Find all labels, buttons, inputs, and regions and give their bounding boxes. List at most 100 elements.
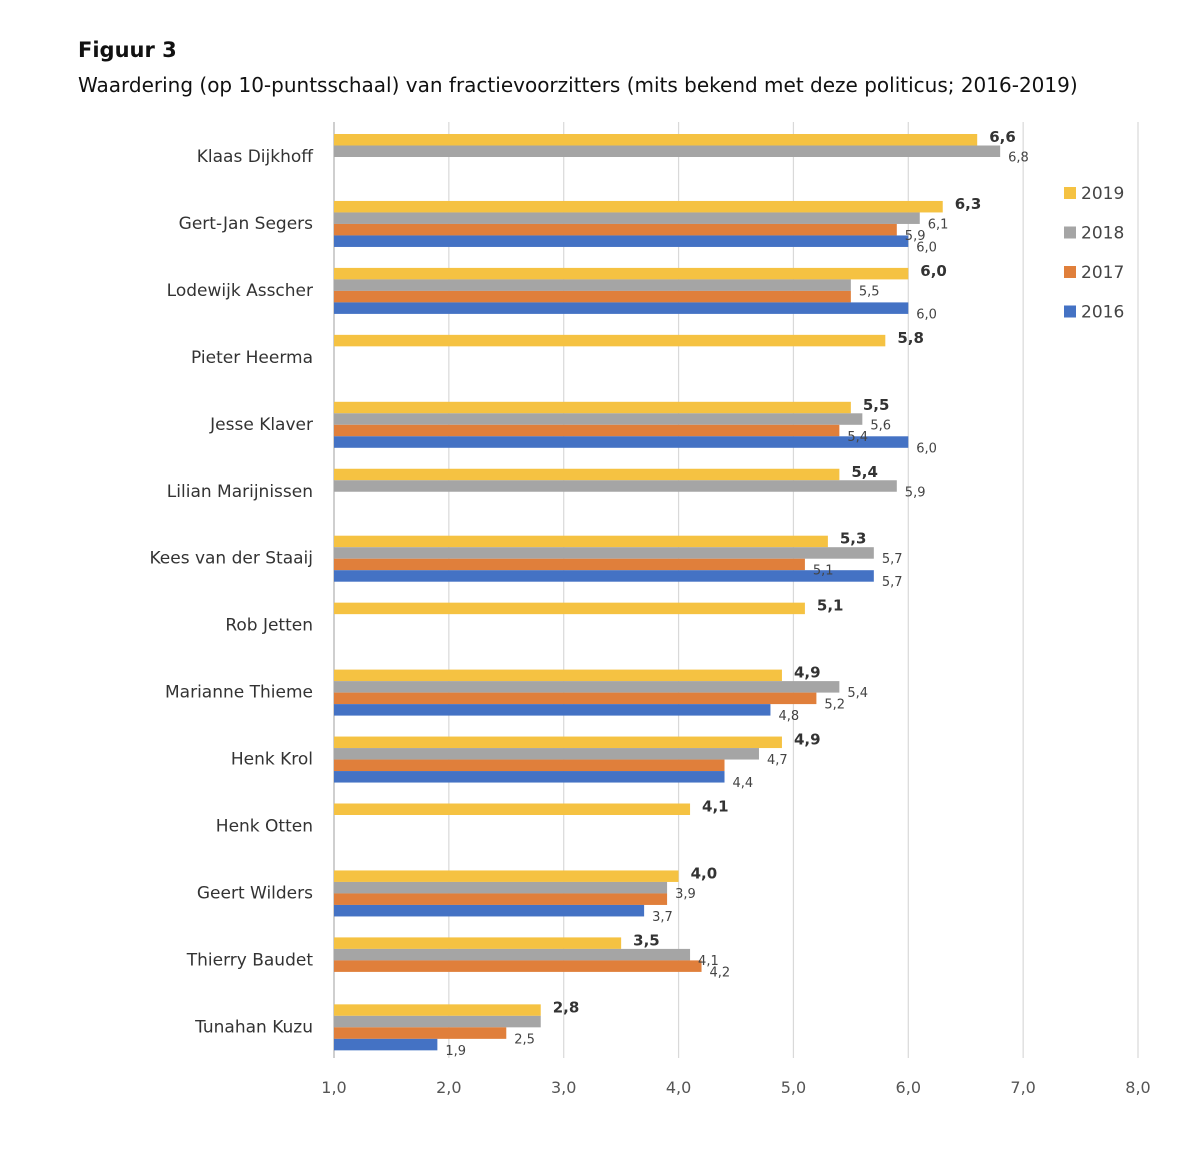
bar-2019 — [334, 937, 622, 949]
bar-2019 — [334, 535, 828, 548]
value-labels: 6,66,86,36,15,96,06,05,56,05,85,55,65,46… — [445, 128, 1028, 1059]
bar-2019 — [334, 334, 886, 347]
data-label: 4,8 — [778, 709, 799, 724]
bar-2019 — [334, 468, 840, 481]
data-label: 6,0 — [920, 262, 947, 280]
data-label: 5,3 — [840, 530, 867, 548]
data-label: 5,9 — [905, 229, 926, 244]
data-label: 5,5 — [863, 396, 890, 414]
bar-2017 — [334, 960, 702, 972]
legend-swatch — [1064, 187, 1076, 199]
legend-label: 2019 — [1081, 184, 1124, 204]
data-label: 5,4 — [847, 686, 868, 701]
bar-2019 — [334, 803, 691, 815]
category-label: Klaas Dijkhoff — [197, 147, 315, 167]
category-label: Lodewijk Asscher — [167, 281, 313, 301]
data-label: 2,8 — [553, 998, 580, 1016]
legend-label: 2017 — [1081, 263, 1124, 283]
legend-swatch — [1064, 266, 1076, 278]
data-label: 6,1 — [928, 217, 949, 232]
bar-2019 — [334, 401, 851, 414]
category-label: Rob Jetten — [225, 616, 313, 636]
category-label: Lilian Marijnissen — [167, 482, 313, 502]
data-label: 5,2 — [824, 698, 845, 713]
data-label: 6,8 — [1008, 151, 1029, 166]
bar-2018 — [334, 413, 863, 425]
data-label: 5,7 — [882, 552, 903, 567]
bar-2016 — [334, 235, 909, 247]
grid-lines — [333, 122, 1139, 1058]
bar-2016 — [334, 704, 771, 716]
legend-swatch — [1064, 305, 1076, 318]
bar-2016 — [334, 570, 874, 582]
bar-2016 — [334, 436, 909, 448]
category-label: Henk Krol — [231, 750, 313, 770]
category-label: Henk Otten — [216, 817, 313, 837]
bar-group — [334, 134, 1001, 1051]
category-label: Tunahan Kuzu — [194, 1017, 313, 1037]
x-tick-label: 3,0 — [551, 1078, 576, 1097]
legend-label: 2018 — [1081, 224, 1124, 244]
legend-swatch — [1064, 226, 1076, 239]
category-label: Geert Wilders — [197, 883, 313, 903]
x-tick-label: 4,0 — [666, 1078, 691, 1097]
bar-2016 — [334, 302, 909, 314]
bar-2018 — [334, 748, 759, 760]
figure-label: Figuur 3 — [78, 38, 177, 62]
data-label: 3,7 — [652, 910, 673, 925]
data-label: 6,6 — [989, 128, 1016, 146]
category-label: Jesse Klaver — [209, 415, 313, 435]
bar-2019 — [334, 870, 679, 882]
data-label: 5,1 — [817, 597, 844, 615]
data-label: 4,0 — [691, 864, 718, 882]
bar-2019 — [334, 669, 782, 682]
x-tick-label: 2,0 — [436, 1078, 461, 1097]
data-label: 4,4 — [733, 776, 754, 791]
x-tick-label: 7,0 — [1010, 1078, 1035, 1097]
figure-title: Waardering (op 10-puntsschaal) van fract… — [78, 73, 1078, 97]
x-tick-label: 8,0 — [1125, 1078, 1150, 1097]
bar-2017 — [334, 1027, 507, 1039]
bar-2017 — [334, 692, 817, 705]
data-label: 5,4 — [847, 430, 868, 445]
bar-2018 — [334, 145, 1001, 157]
legend-label: 2016 — [1081, 303, 1124, 323]
bar-2018 — [334, 681, 840, 693]
bar-2017 — [334, 558, 805, 571]
data-label: 6,3 — [955, 195, 982, 213]
bar-2018 — [334, 212, 920, 224]
bar-2019 — [334, 134, 978, 146]
bar-2017 — [334, 223, 897, 236]
bar-2017 — [334, 893, 668, 905]
x-tick-label: 6,0 — [896, 1078, 921, 1097]
x-tick-label: 1,0 — [321, 1078, 346, 1097]
bar-2018 — [334, 881, 668, 894]
data-label: 5,1 — [813, 564, 834, 579]
data-label: 4,1 — [698, 954, 719, 969]
bar-2016 — [334, 904, 645, 917]
bar-2017 — [334, 290, 851, 303]
category-label: Kees van der Staaij — [149, 549, 313, 569]
data-label: 4,7 — [767, 753, 788, 768]
data-label: 6,0 — [916, 307, 937, 322]
data-label: 3,9 — [675, 887, 696, 902]
data-label: 5,7 — [882, 575, 903, 590]
bar-2019 — [334, 1004, 541, 1016]
data-label: 3,5 — [633, 931, 660, 949]
category-label: Pieter Heerma — [191, 348, 313, 368]
bar-2019 — [334, 736, 782, 749]
bar-2018 — [334, 948, 691, 961]
data-label: 5,8 — [897, 329, 924, 347]
bar-2016 — [334, 1038, 438, 1051]
bar-2016 — [334, 771, 725, 783]
data-label: 4,2 — [710, 965, 731, 980]
data-label: 5,6 — [870, 418, 891, 433]
legend: 2019 2018 2017 2016 — [1064, 184, 1124, 323]
data-label: 4,9 — [794, 731, 821, 749]
data-label: 6,0 — [916, 240, 937, 255]
bar-2018 — [334, 1015, 541, 1028]
category-label: Marianne Thieme — [165, 683, 313, 703]
bar-2018 — [334, 480, 897, 492]
data-label: 4,9 — [794, 664, 821, 682]
data-label: 5,5 — [859, 284, 880, 299]
